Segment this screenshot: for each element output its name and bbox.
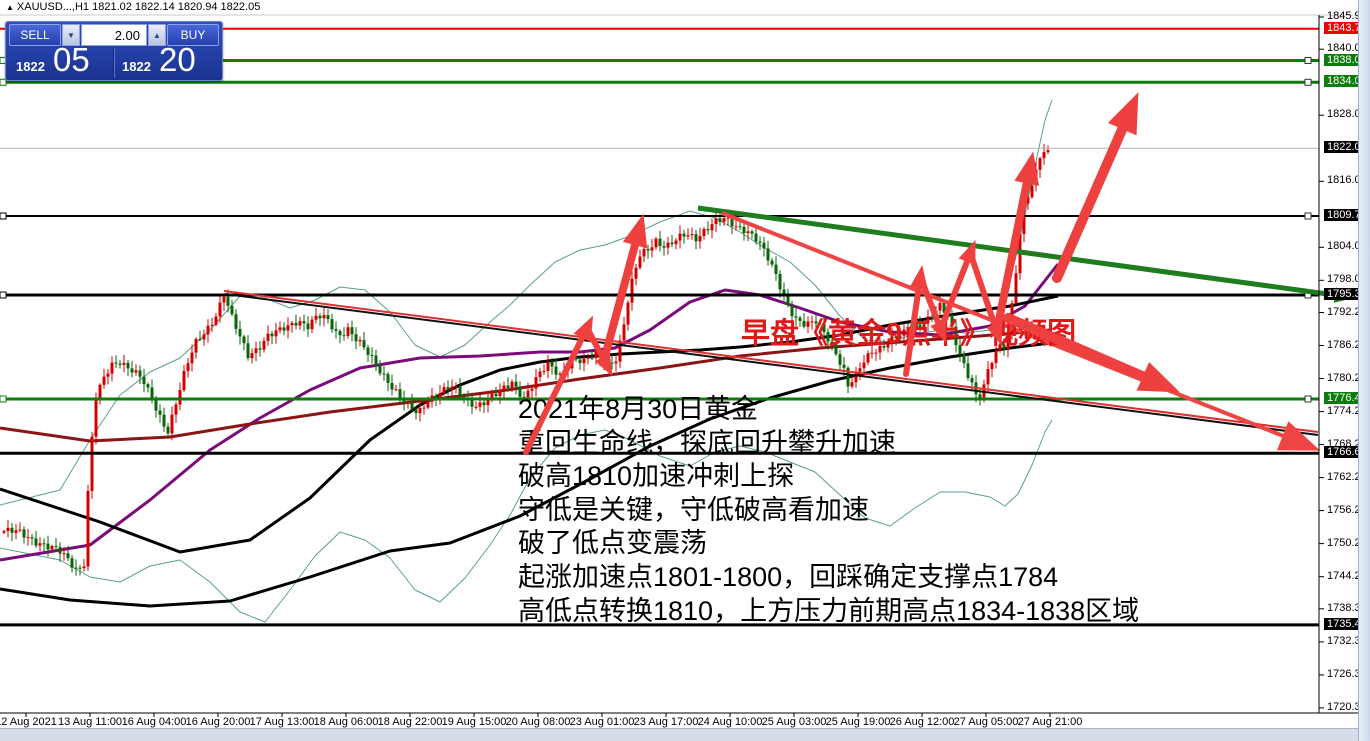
price-tick-label: 1845.90 xyxy=(1327,10,1367,22)
ma-purple xyxy=(0,263,1060,562)
time-tick-label: 26 Aug 12:00 xyxy=(889,716,955,728)
annotation-text-block: 2021年8月30日黄金 重回生命线，探底回升攀升加速 破高1810加速冲刺上探… xyxy=(518,316,1139,626)
price-tick-label: 1840.05 xyxy=(1327,42,1367,55)
green-resistance xyxy=(697,205,1343,299)
ma-darkred-slow xyxy=(0,328,1051,443)
moving-average-lines xyxy=(0,263,1060,608)
price-tick-label: 1762.20 xyxy=(1327,470,1367,483)
time-tick-label: 16 Aug 04:00 xyxy=(121,716,187,728)
chart-title-bar: ▲ XAUUSD...,H1 1821.02 1822.14 1820.94 18… xyxy=(6,1,260,13)
price-tick-label: 1774.20 xyxy=(1327,404,1367,417)
buy-price-small: 1822 xyxy=(122,59,151,74)
time-tick-label: 25 Aug 03:00 xyxy=(761,716,827,728)
support-resistance-lines[interactable] xyxy=(0,27,1319,627)
price-tick-label: 1738.35 xyxy=(1327,601,1367,614)
time-tick-label: 12 Aug 2021 xyxy=(0,716,57,728)
sell-price-display[interactable]: 1822 05 xyxy=(9,41,114,78)
volume-decrease-button[interactable]: ▼ xyxy=(62,24,80,46)
symbol-collapse-icon[interactable]: ▲ xyxy=(6,3,14,12)
time-tick-label: 16 Aug 20:00 xyxy=(185,716,251,728)
price-tick-label: 1792.20 xyxy=(1327,305,1367,318)
annotation-line: 高低点转换1810，上方压力前期高点1834-1838区域 xyxy=(518,596,1139,626)
price-tick-label: 1798.05 xyxy=(1327,273,1367,286)
volume-increase-button[interactable]: ▲ xyxy=(148,24,166,46)
annotation-line: 重回生命线，探底回升攀升加速 xyxy=(518,428,896,458)
sell-price-big: 05 xyxy=(53,41,90,78)
time-tick-label: 20 Aug 08:00 xyxy=(505,716,571,728)
ma-black-mid xyxy=(0,294,1059,554)
price-tick-label: 1720.35 xyxy=(1327,700,1367,713)
annotation-line: 起涨加速点1801-1800，回踩确定支撑点1784 xyxy=(518,562,1058,592)
time-tick-label: 17 Aug 13:00 xyxy=(249,716,315,728)
pair-red xyxy=(223,290,1319,433)
price-tick-label: 1732.35 xyxy=(1327,634,1367,647)
price-tick-label: 1816.05 xyxy=(1327,174,1367,187)
annotation-line: 破高1810加速冲刺上探 xyxy=(518,461,794,491)
buy-button[interactable]: BUY xyxy=(167,24,219,46)
red-down-channel xyxy=(721,211,1297,443)
candlesticks xyxy=(2,144,1050,576)
volume-input[interactable]: 2.00 xyxy=(81,24,147,46)
pair-black xyxy=(224,293,1319,436)
time-tick-label: 24 Aug 10:00 xyxy=(697,716,763,728)
bollinger-lower xyxy=(0,419,1053,623)
one-click-trade-panel: SELL ▼ 2.00 ▲ BUY 1822 05 1822 20 xyxy=(5,21,223,81)
symbol-ohlc-text: XAUUSD...,H1 1821.02 1822.14 1820.94 182… xyxy=(16,1,261,13)
annotation-line: 守低是关键，守低破高看加速 xyxy=(518,495,869,525)
window-bottom-edge xyxy=(0,728,1358,741)
window-right-edge xyxy=(1358,0,1370,741)
time-tick-label: 18 Aug 06:00 xyxy=(313,716,379,728)
axis-ticks xyxy=(25,16,1324,717)
price-tick-label: 1756.20 xyxy=(1327,503,1367,516)
chart-frame xyxy=(0,14,1358,714)
sell-button[interactable]: SELL xyxy=(9,24,61,46)
time-tick-label: 18 Aug 22:00 xyxy=(377,716,443,728)
price-tick-label: 1780.20 xyxy=(1327,371,1367,384)
annotation-line: 2021年8月30日黄金 xyxy=(518,394,758,424)
time-tick-label: 13 Aug 11:00 xyxy=(57,716,123,728)
buy-price-big: 20 xyxy=(159,41,196,78)
price-tick-label: 1744.20 xyxy=(1327,569,1367,582)
price-tick-label: 1726.35 xyxy=(1327,667,1367,680)
annotation-line: 破了低点变震荡 xyxy=(518,528,707,558)
time-tick-label: 25 Aug 19:00 xyxy=(825,716,891,728)
price-tick-label: 1786.20 xyxy=(1327,338,1367,351)
price-tick-label: 1828.05 xyxy=(1327,108,1367,121)
red-direction-arrows xyxy=(523,92,1180,455)
time-tick-label: 27 Aug 05:00 xyxy=(953,716,1019,728)
time-tick-label: 19 Aug 15:00 xyxy=(441,716,507,728)
buy-price-display[interactable]: 1822 20 xyxy=(114,41,219,78)
price-tick-label: 1750.20 xyxy=(1327,536,1367,549)
time-tick-label: 23 Aug 17:00 xyxy=(633,716,699,728)
sell-price-small: 1822 xyxy=(16,59,45,74)
price-tick-label: 1804.05 xyxy=(1327,240,1367,253)
time-tick-label: 23 Aug 01:00 xyxy=(569,716,635,728)
time-tick-label: 27 Aug 21:00 xyxy=(1017,716,1083,728)
